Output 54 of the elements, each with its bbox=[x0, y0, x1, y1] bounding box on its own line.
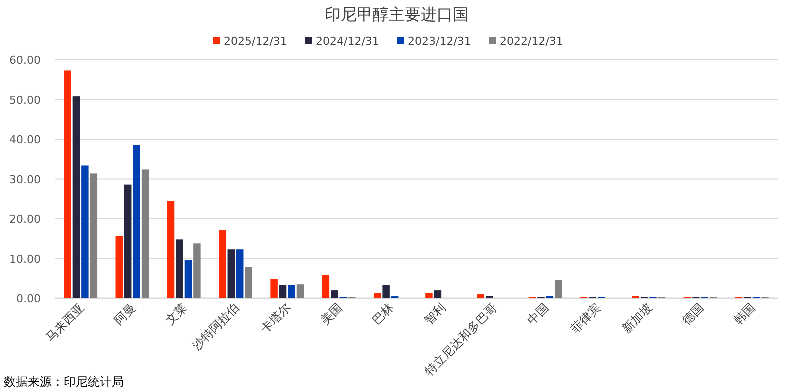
x-tick-label: 菲律宾 bbox=[568, 300, 604, 336]
bar bbox=[133, 145, 140, 298]
x-tick-label: 新加坡 bbox=[620, 300, 656, 336]
legend-label: 2024/12/31 bbox=[316, 35, 380, 48]
bar bbox=[236, 250, 244, 298]
bar bbox=[270, 279, 278, 298]
bar bbox=[382, 285, 390, 298]
x-tick-label: 阿曼 bbox=[112, 300, 139, 328]
y-tick-label: 0.00 bbox=[16, 292, 41, 306]
x-tick-label: 卡塔尔 bbox=[258, 300, 294, 336]
bar bbox=[555, 280, 562, 298]
bar bbox=[228, 250, 235, 298]
y-tick-label: 40.00 bbox=[10, 134, 41, 146]
bar bbox=[279, 285, 287, 298]
y-tick-label: 60.00 bbox=[10, 54, 41, 67]
x-tick-label: 中国 bbox=[524, 300, 552, 328]
y-tick-label: 10.00 bbox=[10, 252, 41, 266]
bar bbox=[124, 184, 132, 298]
bar bbox=[82, 166, 89, 298]
chart-title: 印尼甲醇主要进口国 bbox=[325, 5, 469, 24]
bar bbox=[296, 284, 304, 298]
bar bbox=[322, 275, 330, 298]
legend-label: 2025/12/31 bbox=[224, 35, 288, 48]
bar bbox=[434, 290, 442, 298]
x-tick-label: 美国 bbox=[318, 300, 346, 328]
legend-label: 2023/12/31 bbox=[408, 35, 472, 48]
x-tick-label: 文莱 bbox=[163, 300, 190, 328]
bar bbox=[331, 290, 338, 298]
bar bbox=[64, 70, 72, 298]
bar bbox=[374, 293, 382, 298]
source-note: 数据来源：印尼统计局 bbox=[4, 375, 124, 389]
x-tick-label: 德国 bbox=[680, 300, 707, 328]
bar bbox=[245, 267, 252, 298]
bar bbox=[219, 230, 226, 298]
bar bbox=[72, 96, 80, 298]
bar bbox=[477, 294, 484, 298]
bar bbox=[426, 293, 433, 298]
x-tick-label: 沙特阿拉伯 bbox=[190, 300, 242, 354]
bar bbox=[142, 170, 150, 298]
x-tick-label: 马来西亚 bbox=[43, 300, 87, 345]
y-tick-label: 20.00 bbox=[10, 213, 41, 226]
x-tick-label: 韩国 bbox=[731, 300, 758, 328]
bar bbox=[194, 244, 201, 298]
bar bbox=[176, 240, 184, 298]
y-tick-label: 30.00 bbox=[10, 173, 41, 186]
y-tick-label: 50.00 bbox=[10, 94, 41, 107]
x-tick-label: 巴林 bbox=[370, 300, 397, 328]
bar bbox=[288, 285, 296, 298]
bar bbox=[90, 174, 98, 298]
legend-label: 2022/12/31 bbox=[500, 35, 564, 48]
x-tick-label: 智利 bbox=[422, 300, 448, 328]
bar bbox=[116, 236, 123, 298]
bar bbox=[184, 260, 192, 298]
bar bbox=[167, 202, 175, 298]
